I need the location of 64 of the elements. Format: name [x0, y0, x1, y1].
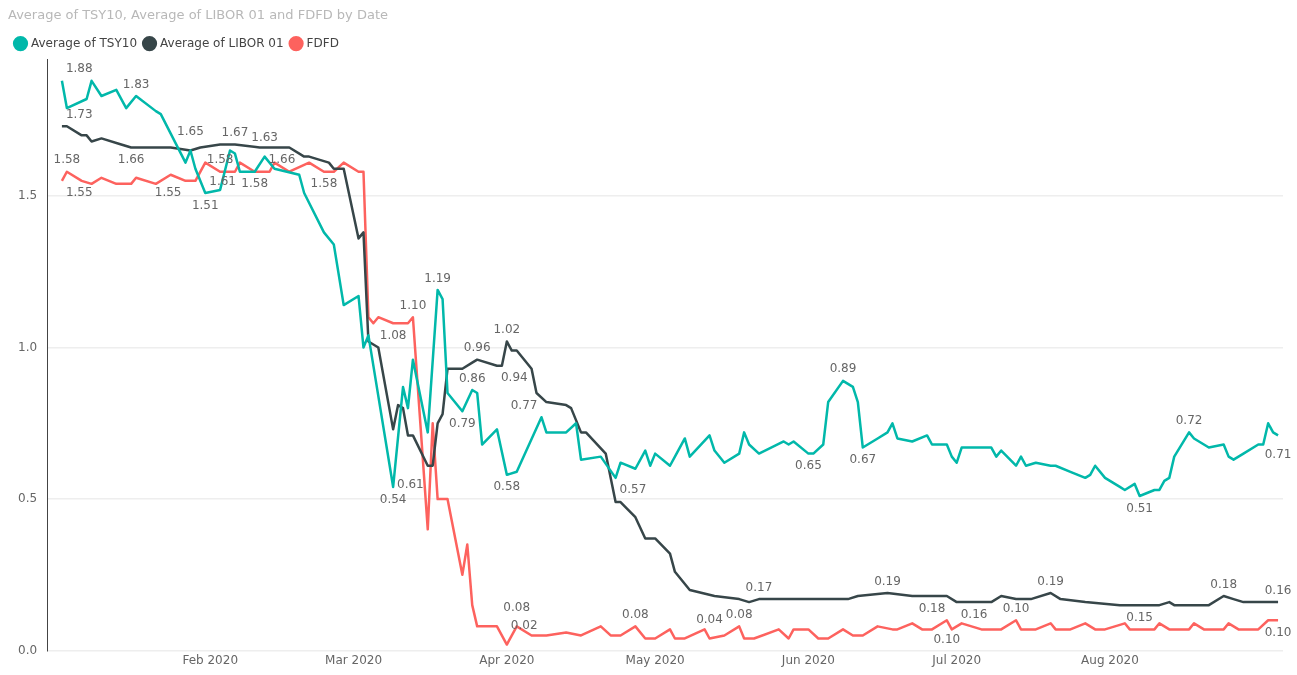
data-label: 1.19	[424, 270, 451, 285]
data-label: 0.67	[849, 452, 877, 467]
data-label: 0.04	[696, 612, 723, 627]
data-label: 1.58	[310, 176, 338, 191]
data-label: 1.66	[268, 152, 296, 167]
x-tick-label: Apr 2020	[479, 652, 535, 667]
data-label: 1.83	[122, 76, 150, 91]
data-label: 0.10	[933, 631, 961, 646]
data-label: 0.08	[503, 599, 531, 614]
legend-label: Average of TSY10	[31, 35, 138, 50]
x-tick-label: Feb 2020	[182, 652, 239, 667]
data-label: 1.08	[379, 327, 407, 342]
legend-label: Average of LIBOR 01	[160, 35, 284, 50]
data-label: 0.19	[874, 573, 901, 588]
data-label: 1.63	[251, 130, 278, 145]
data-label: 0.10	[1264, 624, 1292, 639]
data-label: 0.89	[829, 361, 857, 376]
data-label: 1.67	[221, 125, 249, 140]
data-label: 0.57	[619, 482, 647, 497]
data-label: 0.18	[918, 600, 946, 615]
y-tick-label: 1.0	[17, 339, 38, 354]
data-label: 0.16	[960, 606, 988, 621]
data-label: 1.10	[399, 297, 427, 312]
data-label: 0.79	[448, 415, 476, 430]
data-label: 0.61	[397, 477, 424, 492]
data-label: 1.58	[53, 152, 81, 167]
y-tick-label: 0.0	[17, 642, 38, 657]
data-label: 0.65	[795, 458, 822, 473]
data-label: 0.71	[1264, 447, 1292, 462]
y-tick-label: 1.5	[17, 188, 38, 203]
data-label: 1.73	[65, 106, 93, 121]
data-label: 0.10	[1002, 600, 1030, 615]
x-tick-label: Aug 2020	[1081, 652, 1139, 667]
data-label: 0.94	[500, 370, 528, 385]
data-label: 0.08	[725, 606, 753, 621]
data-label: 1.51	[191, 197, 219, 212]
x-tick-label: Jul 2020	[931, 652, 982, 667]
data-label: 0.02	[510, 618, 538, 633]
data-label: 0.96	[463, 340, 491, 355]
data-label: 0.15	[1126, 609, 1153, 624]
data-label: 1.02	[493, 322, 521, 337]
data-label: 0.16	[1264, 582, 1292, 597]
data-label: 0.72	[1175, 413, 1203, 428]
data-label: 0.77	[510, 397, 538, 412]
legend-label: FDFD	[306, 35, 339, 50]
data-label: 1.55	[154, 185, 182, 200]
data-label: 1.58	[241, 176, 269, 191]
data-label: 1.88	[65, 61, 93, 76]
y-tick-label: 0.5	[17, 491, 38, 506]
data-label: 1.55	[65, 185, 93, 200]
data-label: 0.18	[1210, 576, 1238, 591]
data-label: 0.54	[379, 491, 407, 506]
data-label: 0.86	[458, 370, 486, 385]
data-label: 0.17	[745, 579, 773, 594]
data-label: 1.66	[117, 152, 145, 167]
data-label: 0.51	[1126, 500, 1153, 515]
x-tick-label: May 2020	[625, 652, 685, 667]
data-label: 0.08	[622, 606, 649, 621]
x-tick-label: Mar 2020	[325, 652, 383, 667]
chart-title: Average of TSY10, Average of LIBOR 01 and FDFD by Date	[8, 7, 388, 23]
data-label: 0.58	[493, 479, 521, 494]
data-label: 1.65	[177, 124, 204, 139]
data-label: 0.19	[1037, 573, 1065, 588]
x-tick-label: Jun 2020	[780, 652, 835, 667]
